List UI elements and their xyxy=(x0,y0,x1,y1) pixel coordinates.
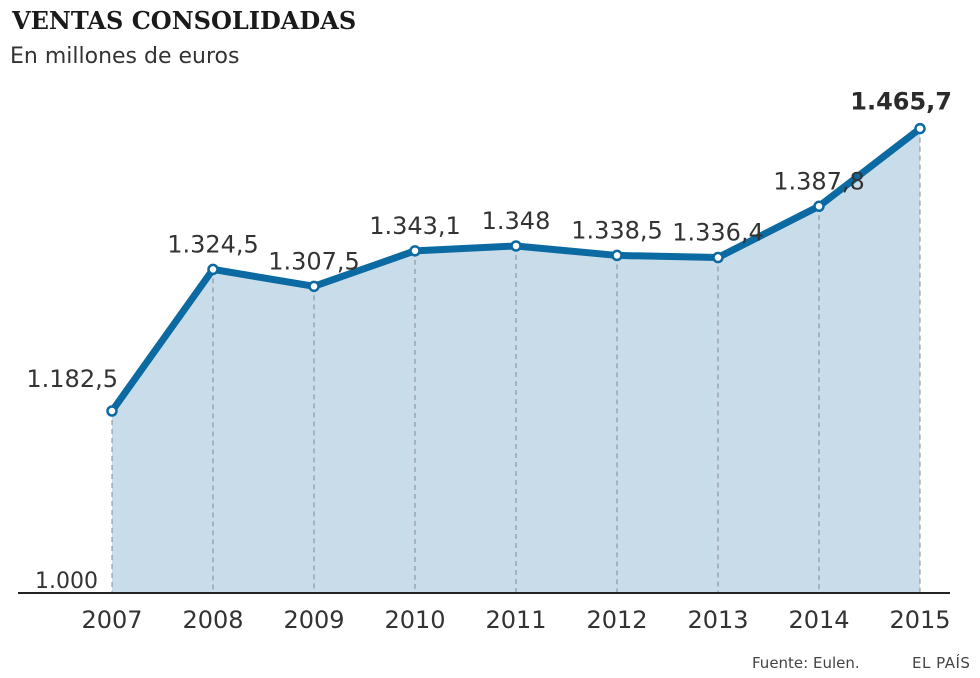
source-note: Fuente: Eulen. xyxy=(752,654,860,672)
area-fill xyxy=(112,128,920,593)
x-tick-label-2015: 2015 xyxy=(889,606,950,634)
data-point-2013 xyxy=(712,251,724,264)
data-point-2011 xyxy=(510,240,522,252)
x-tick-label-2014: 2014 xyxy=(788,606,849,634)
data-label-2011: 1.348 xyxy=(482,207,551,235)
x-tick-label-2013: 2013 xyxy=(687,606,748,634)
x-tick-label-2011: 2011 xyxy=(485,606,546,634)
x-tick-label-2012: 2012 xyxy=(586,606,647,634)
brand-logo-text: EL PAÍS xyxy=(912,654,971,672)
data-label-2015: 1.465,7 xyxy=(850,88,952,116)
data-label-2009: 1.307,5 xyxy=(268,247,360,275)
data-label-2010: 1.343,1 xyxy=(369,212,461,240)
data-point-2010 xyxy=(409,245,421,257)
data-label-2014: 1.387,8 xyxy=(773,167,865,195)
data-label-2013: 1.336,4 xyxy=(672,219,764,247)
data-point-2007 xyxy=(106,405,118,417)
chart-subtitle: En millones de euros xyxy=(10,44,240,69)
x-tick-label-2010: 2010 xyxy=(384,606,445,634)
data-point-2012 xyxy=(611,249,623,262)
data-point-2009 xyxy=(308,280,320,293)
data-label-2012: 1.338,5 xyxy=(571,216,663,244)
x-tick-label-2007: 2007 xyxy=(81,606,142,634)
data-point-2014 xyxy=(813,200,825,213)
x-tick-label-2008: 2008 xyxy=(182,606,243,634)
x-tick-label-2009: 2009 xyxy=(283,606,344,634)
chart-title: VENTAS CONSOLIDADAS xyxy=(12,6,357,35)
data-point-2008 xyxy=(207,263,219,276)
baseline-value-label: 1.000 xyxy=(35,569,98,594)
data-point-2015 xyxy=(914,122,926,135)
data-label-2008: 1.324,5 xyxy=(167,230,259,258)
data-label-2007: 1.182,5 xyxy=(26,365,118,393)
